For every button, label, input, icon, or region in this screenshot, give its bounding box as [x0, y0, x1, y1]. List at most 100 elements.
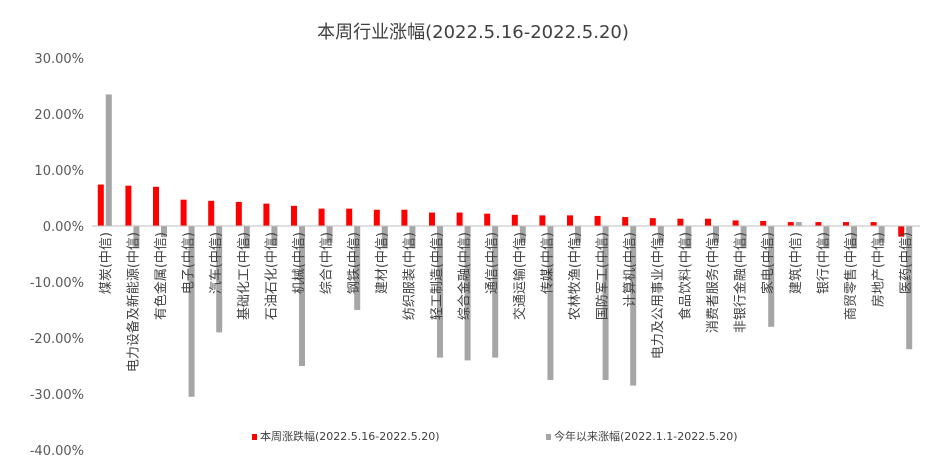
- bar-week-26: [815, 222, 822, 226]
- category-label: 煤炭(中信): [99, 232, 114, 294]
- bar-ytd-9: [354, 226, 361, 310]
- category-label: 有色金属(中信): [153, 232, 169, 320]
- category-label: 综合(中信): [320, 232, 335, 294]
- bar-ytd-6: [271, 226, 278, 246]
- y-tick-label: -40.00%: [30, 444, 84, 459]
- bar-ytd-13: [464, 226, 471, 361]
- bar-ytd-16: [547, 226, 554, 380]
- bar-week-11: [401, 209, 408, 226]
- category-label: 交通运输(中信): [512, 232, 528, 320]
- bar-week-5: [235, 201, 242, 226]
- bar-week-24: [760, 220, 767, 226]
- bar-week-18: [594, 215, 601, 226]
- category-label: 通信(中信): [485, 232, 500, 294]
- bar-ytd-15: [519, 226, 526, 243]
- category-label: 纺织服装(中信): [402, 232, 417, 320]
- category-label: 汽车(中信): [208, 232, 224, 294]
- bar-week-23: [732, 220, 739, 226]
- bar-ytd-11: [409, 226, 416, 249]
- bar-week-16: [539, 215, 546, 226]
- y-axis-tick-labels: 30.00% 20.00% 10.00% 0.00% -10.00% -20.00% -30…: [30, 52, 84, 459]
- category-label: 钢铁(中信): [347, 232, 362, 294]
- category-label: 电力及公用事业(中信): [651, 232, 666, 359]
- bar-week-28: [870, 222, 877, 226]
- category-label: 建材(中信): [375, 232, 390, 294]
- y-tick-label: 10.00%: [34, 164, 84, 179]
- bar-week-27: [843, 222, 849, 226]
- category-label: 计算机(中信): [623, 232, 638, 307]
- bar-ytd-5: [243, 226, 250, 249]
- bar-ytd-12: [437, 226, 443, 358]
- bar-week-15: [511, 214, 518, 226]
- category-label: 电力设备及新能源(中信): [125, 232, 141, 372]
- category-label: 电子(中信): [182, 232, 197, 294]
- bar-week-1: [125, 185, 132, 226]
- bar-ytd-21: [685, 226, 692, 249]
- bar-week-14: [484, 213, 491, 226]
- bar-ytd-18: [602, 226, 609, 380]
- category-label: 食品饮料(中信): [677, 232, 693, 320]
- bar-week-19: [622, 217, 629, 226]
- bar-ytd-28: [878, 226, 885, 243]
- category-label: 医药(中信): [899, 232, 914, 294]
- bar-week-22: [705, 218, 711, 226]
- bar-ytd-25: [795, 222, 802, 226]
- y-tick-label: 30.00%: [34, 52, 84, 67]
- bar-ytd-26: [823, 226, 830, 249]
- bar-ytd-22: [713, 226, 719, 243]
- y-tick-label: -30.00%: [30, 388, 84, 403]
- bar-ytd-3: [188, 226, 195, 397]
- bar-week-0: [97, 184, 104, 226]
- bar-ytd-0: [105, 94, 112, 227]
- bar-ytd-1: [133, 226, 140, 249]
- category-label: 传媒(中信): [540, 232, 555, 294]
- bar-ytd-23: [740, 226, 747, 249]
- bar-week-13: [456, 212, 463, 226]
- bar-week-25: [787, 222, 794, 226]
- legend-label: 今年以来涨幅(2022.1.1-2022.5.20): [554, 429, 738, 443]
- category-label: 综合金融(中信): [457, 232, 473, 320]
- bar-ytd-14: [492, 226, 499, 358]
- category-label: 消费者服务(中信): [705, 232, 721, 333]
- bar-ytd-19: [630, 226, 637, 386]
- category-label: 家电(中信): [760, 232, 776, 294]
- y-tick-label: 20.00%: [34, 108, 84, 123]
- category-labels: 煤炭(中信) 电力设备及新能源(中信) 有色金属(中信) 电子(中信) 汽车(中信) 基础…: [99, 232, 914, 372]
- bar-week-7: [291, 205, 297, 226]
- category-label: 非银行金融(中信): [733, 232, 749, 333]
- category-label: 建筑(中信): [788, 232, 804, 294]
- category-label: 农林牧渔(中信): [568, 232, 583, 320]
- legend-label: 本周涨跌幅(2022.5.16-2022.5.20): [260, 429, 440, 443]
- y-tick-label: -10.00%: [30, 276, 84, 291]
- bar-ytd-4: [216, 226, 223, 333]
- category-label: 基础化工(中信): [237, 232, 252, 320]
- bar-ytd-7: [299, 226, 305, 366]
- bar-ytd-17: [575, 226, 581, 243]
- bar-week-17: [567, 215, 573, 226]
- bar-ytd-20: [657, 226, 664, 243]
- bars: [97, 94, 913, 397]
- bar-week-9: [346, 208, 353, 226]
- category-label: 机械(中信): [292, 232, 307, 294]
- category-label: 银行(中信): [816, 232, 831, 294]
- y-tick-label: -20.00%: [30, 332, 84, 347]
- category-label: 轻工制造(中信): [430, 232, 445, 320]
- bar-ytd-27: [851, 226, 857, 249]
- legend: 本周涨跌幅(2022.5.16-2022.5.20) 今年以来涨幅(2022.1.…: [252, 429, 738, 443]
- bar-week-8: [318, 208, 325, 226]
- bar-week-6: [263, 203, 270, 226]
- bar-ytd-24: [768, 226, 775, 327]
- category-label: 国防军工(中信): [595, 232, 611, 320]
- bar-ytd-10: [381, 226, 388, 249]
- category-label: 房地产(中信): [871, 232, 887, 307]
- y-tick-label: 0.00%: [43, 220, 84, 235]
- bar-week-29: [898, 226, 905, 237]
- bar-week-4: [208, 200, 215, 226]
- legend-swatch: [252, 434, 257, 440]
- bar-week-21: [677, 218, 684, 226]
- bar-week-12: [429, 212, 435, 226]
- bar-week-20: [649, 218, 656, 226]
- bar-ytd-29: [906, 226, 913, 350]
